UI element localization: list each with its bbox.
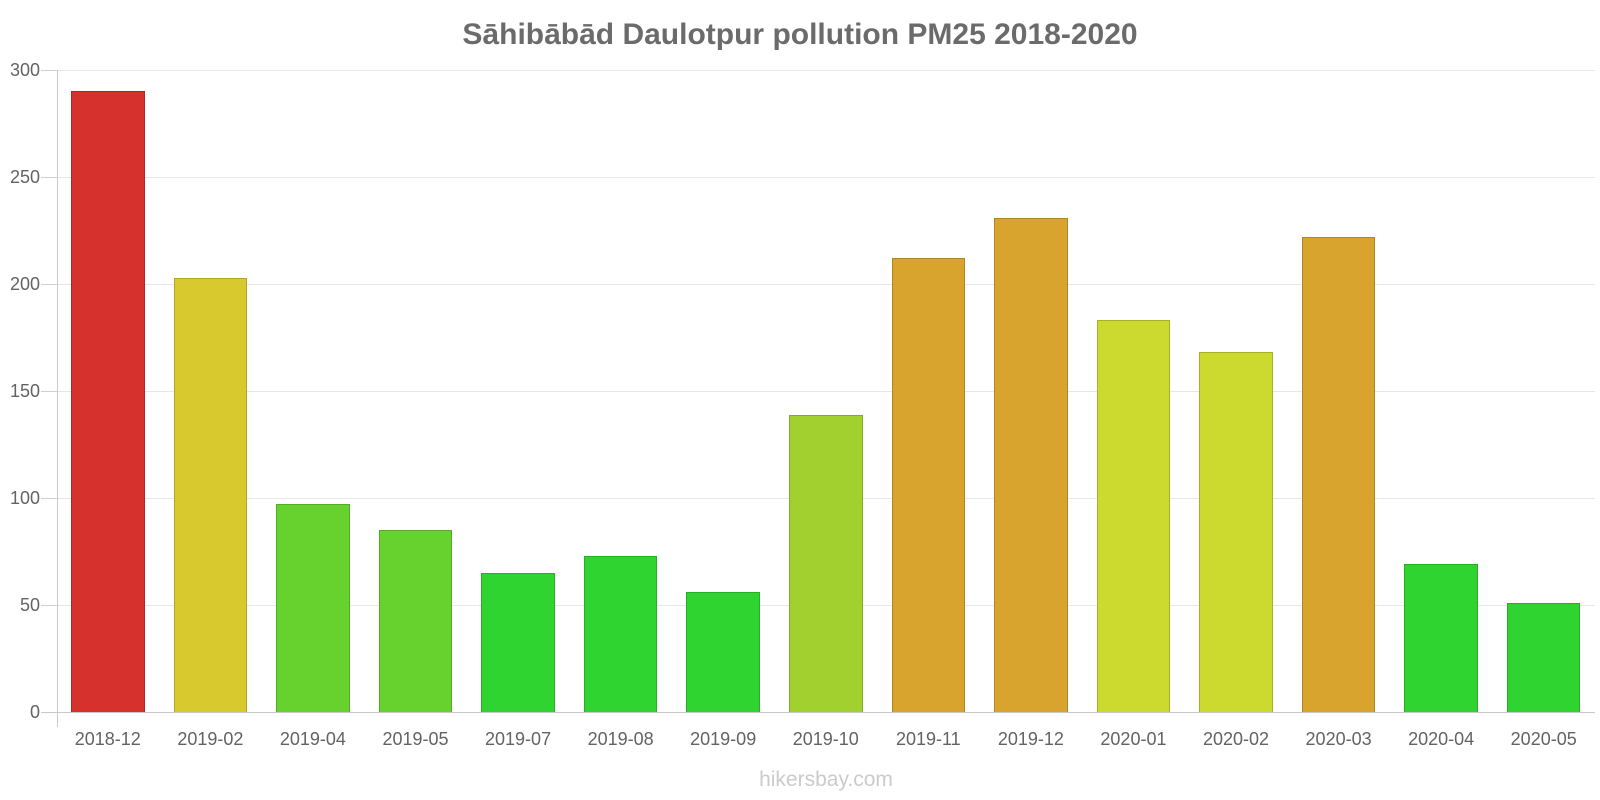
y-axis-label-50: 50	[19, 595, 40, 615]
x-axis-label-2019-05: 2019-05	[382, 729, 449, 749]
y-tick-300	[41, 69, 57, 71]
x-axis-label-2019-10: 2019-10	[792, 729, 859, 749]
x-axis-label-2020-01: 2020-01	[1100, 729, 1167, 749]
y-axis-label-300: 300	[9, 60, 40, 80]
y-tick-200	[41, 283, 57, 285]
x-axis-label-2019-11: 2019-11	[895, 729, 961, 749]
bar-2020-02[interactable]	[1199, 352, 1273, 712]
bar-2019-10[interactable]	[789, 414, 863, 712]
bar-2019-05[interactable]	[378, 530, 453, 712]
y-axis-label-150: 150	[9, 381, 40, 401]
watermark-hikersbay: hikersbay.com	[759, 768, 893, 791]
y-gridline-150	[56, 390, 1595, 392]
bar-2020-05[interactable]	[1506, 602, 1581, 712]
y-tick-250	[41, 176, 57, 178]
x-axis-label-2020-05: 2020-05	[1510, 729, 1577, 749]
x-axis-label-2020-03: 2020-03	[1305, 729, 1372, 749]
y-tick-50	[41, 604, 57, 606]
x-axis-label-2019-12: 2019-12	[997, 729, 1064, 749]
y-gridline-200	[56, 283, 1595, 285]
y-axis-line	[56, 70, 58, 727]
y-axis-label-100: 100	[9, 488, 40, 508]
bar-2019-02[interactable]	[173, 277, 248, 712]
x-axis-label-2018-12: 2018-12	[74, 729, 141, 749]
y-axis-label-250: 250	[9, 167, 40, 187]
bar-2019-11[interactable]	[891, 258, 966, 712]
bar-2020-01[interactable]	[1096, 320, 1171, 712]
x-axis-label-2019-09: 2019-09	[690, 729, 757, 749]
bar-2019-04[interactable]	[276, 504, 350, 712]
chart-title: Sāhibābād Daulotpur pollution PM25 2018-…	[462, 18, 1138, 51]
x-axis-label-2019-02: 2019-02	[177, 729, 244, 749]
y-gridline-250	[56, 176, 1595, 178]
x-axis-label-2020-04: 2020-04	[1408, 729, 1475, 749]
x-axis-label-2019-07: 2019-07	[485, 729, 552, 749]
x-axis-label-2019-08: 2019-08	[587, 729, 654, 749]
y-tick-100	[41, 497, 57, 499]
x-axis-label-2019-04: 2019-04	[279, 729, 346, 749]
bar-2019-09[interactable]	[686, 592, 760, 712]
bar-2019-08[interactable]	[583, 555, 658, 712]
y-axis-label-200: 200	[9, 274, 40, 294]
bar-2019-12[interactable]	[994, 217, 1068, 712]
x-axis-line	[41, 712, 1595, 713]
bar-2018-12[interactable]	[71, 91, 145, 712]
bar-2020-03[interactable]	[1301, 236, 1376, 712]
y-axis-label-0: 0	[29, 702, 40, 722]
x-axis-label-2020-02: 2020-02	[1202, 729, 1270, 749]
y-tick-150	[41, 390, 57, 392]
y-gridline-300	[56, 69, 1595, 71]
bar-2019-07[interactable]	[481, 572, 555, 712]
bar-2020-04[interactable]	[1404, 564, 1478, 712]
